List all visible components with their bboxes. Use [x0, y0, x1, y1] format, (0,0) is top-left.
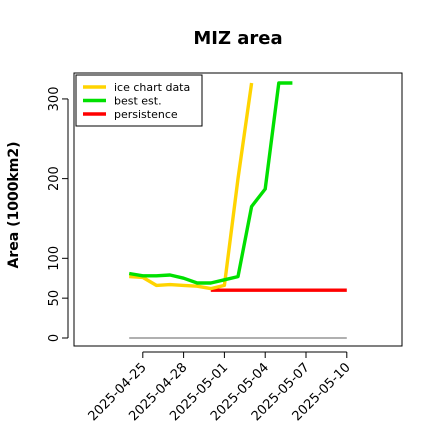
plot-frame: [73, 72, 403, 347]
series-line-best-est-: [128, 81, 293, 285]
y-tick-label: 300: [47, 87, 62, 112]
legend-label-ice-chart-data: ice chart data: [114, 81, 190, 94]
series-group: [128, 81, 347, 292]
y-tick-label: 50: [47, 290, 62, 307]
axes-layer: 0501002003002025-04-252025-04-282025-05-…: [47, 87, 354, 425]
series-line-ice-chart-data: [129, 82, 254, 291]
y-axis-label: Area (1000km2): [6, 142, 22, 269]
y-tick-label: 100: [47, 246, 62, 271]
legend-label-best-est-: best est.: [114, 95, 162, 108]
y-tick-label: 0: [47, 334, 62, 342]
chart-title: MIZ area: [193, 28, 282, 49]
y-tick-label: 200: [47, 166, 62, 191]
legend-label-persistence: persistence: [114, 108, 178, 121]
plot-layer: [128, 81, 347, 339]
